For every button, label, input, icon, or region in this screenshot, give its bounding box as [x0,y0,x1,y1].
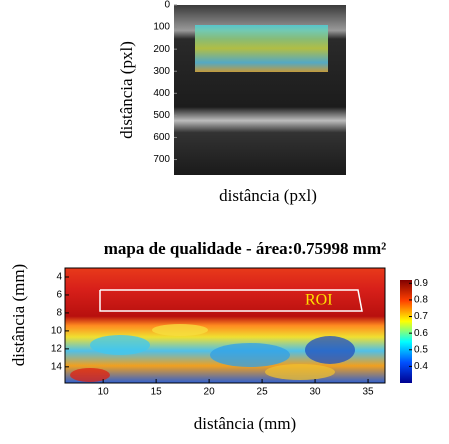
roi-overlay [195,25,328,72]
heatmap-texture [70,324,355,382]
y-tick-label: 200 [153,44,170,55]
y-tick-label: 500 [153,110,170,121]
y-tick-label: 10 [51,326,63,337]
y-tick-label: 700 [153,154,170,165]
colorbar-tick-label: 0.6 [414,328,428,339]
y-tick-label: 12 [51,344,63,355]
y-tick-label: 400 [153,88,170,99]
y-tick-label: 100 [153,22,170,33]
y-tick-label: 8 [56,308,62,319]
y-tick-label: 600 [153,132,170,143]
colorbar-tick-label: 0.7 [414,311,428,322]
roi-outline [99,289,363,312]
roi-label: ROI [305,292,333,309]
colorbar-tick-label: 0.5 [414,344,428,355]
x-tick-label: 25 [257,387,269,398]
chart-title: mapa de qualidade - área:0.75998 mm² [104,239,386,258]
y-axis-label: distância (pxl) [117,41,136,139]
y-tick-label: 0 [164,0,170,11]
x-axis-label: distância (pxl) [219,186,317,205]
x-tick-label: 10 [98,387,110,398]
x-tick-label: 30 [310,387,322,398]
colorbar [400,280,412,383]
colorbar-tick-label: 0.4 [414,361,428,372]
y-tick-label: 300 [153,66,170,77]
y-axis-label: distância (mm) [9,264,28,366]
plot-frame [64,267,386,384]
y-tick-label: 14 [51,361,63,372]
heatmap-image [65,268,385,383]
x-tick-label: 15 [151,387,163,398]
colorbar-tick-label: 0.9 [414,278,428,289]
x-tick-label: 20 [204,387,216,398]
colorbar-tick-label: 0.8 [414,295,428,306]
x-tick-label: 35 [362,387,374,398]
y-tick-label: 4 [56,272,62,283]
y-tick-label: 6 [56,290,62,301]
x-axis-label: distância (mm) [194,414,296,433]
